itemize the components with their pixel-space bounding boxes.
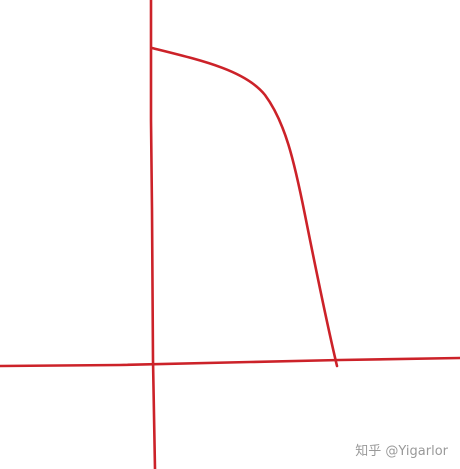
- vertical-axis: [149, 0, 157, 469]
- concave-curve: [150, 46, 339, 368]
- horizontal-axis: [0, 356, 460, 368]
- watermark-text: 知乎 @Yigarlor: [355, 444, 448, 459]
